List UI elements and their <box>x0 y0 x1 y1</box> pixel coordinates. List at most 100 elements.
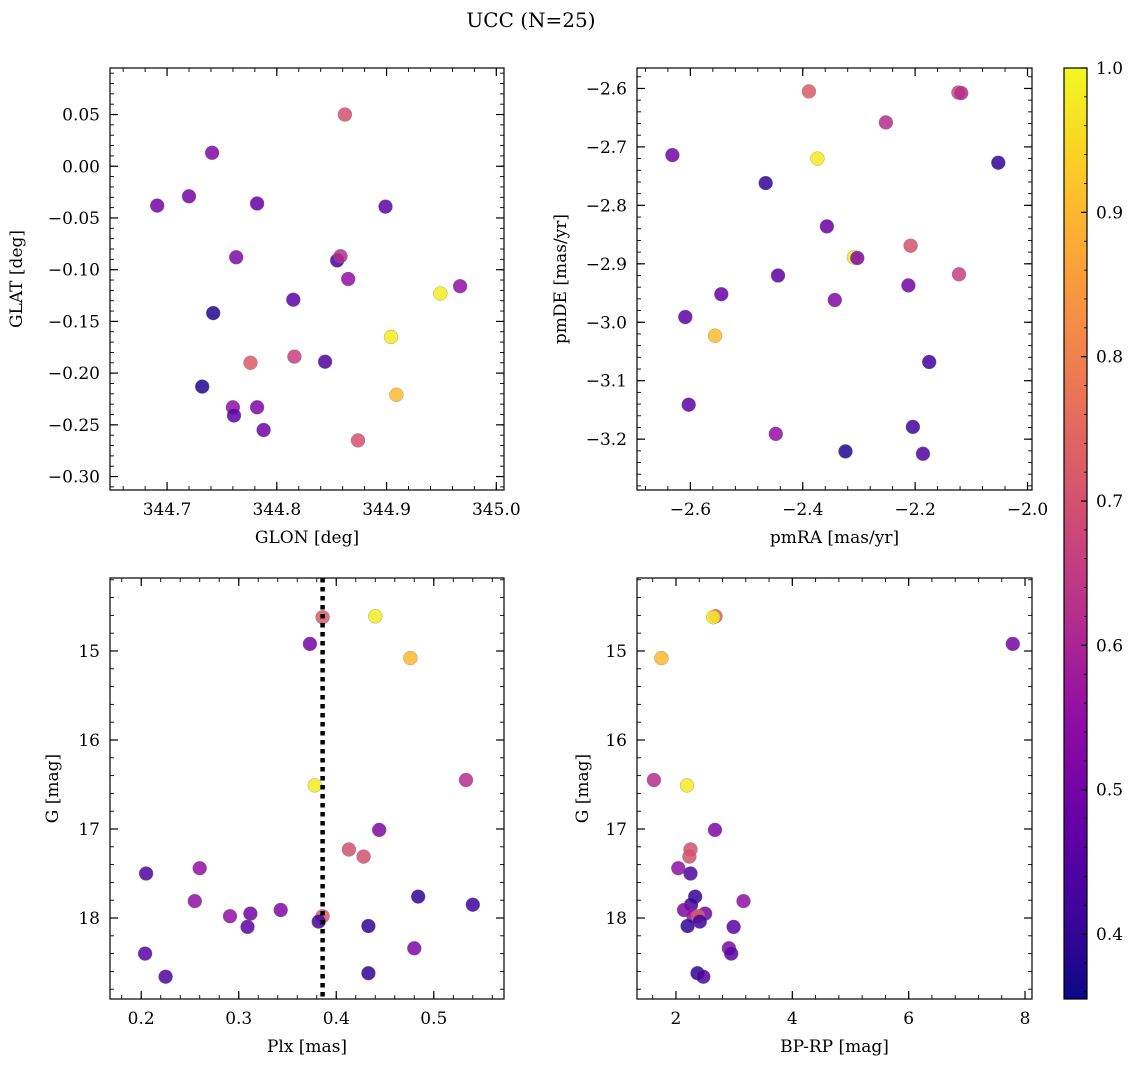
data-point <box>407 941 422 956</box>
x-axis-label: BP-RP [mag] <box>780 1037 889 1057</box>
x-tick-label: 344.9 <box>362 500 411 520</box>
colorbar-tick-label: 0.6 <box>1096 636 1123 656</box>
data-point <box>361 918 376 934</box>
data-point <box>678 309 693 325</box>
x-tick-label: 344.8 <box>252 500 301 520</box>
data-point <box>378 199 393 214</box>
x-tick-label: 0.3 <box>225 1009 252 1029</box>
data-point <box>714 286 729 302</box>
data-point <box>181 189 197 204</box>
figure-title: UCC (N=25) <box>466 8 595 32</box>
y-tick-label: 18 <box>78 909 100 929</box>
data-point <box>368 609 383 624</box>
data-point <box>991 155 1006 170</box>
data-point <box>679 778 695 793</box>
y-tick-label: 18 <box>605 909 627 929</box>
data-point <box>243 355 258 371</box>
data-point <box>137 946 153 961</box>
y-axis-label: G [mag] <box>573 754 593 823</box>
data-point <box>149 198 165 213</box>
data-point <box>256 422 271 438</box>
data-point <box>905 419 921 435</box>
data-point <box>696 969 711 984</box>
data-point <box>665 147 680 163</box>
y-tick-label: 16 <box>605 731 627 751</box>
y-tick-label: −0.15 <box>48 312 100 332</box>
y-tick-label: −3.2 <box>586 430 627 450</box>
x-tick-label: −2.6 <box>670 500 711 520</box>
axes-frame <box>636 67 1033 491</box>
x-tick-label: 0.5 <box>420 1009 447 1029</box>
colorbar-tick-label: 0.8 <box>1096 348 1123 368</box>
data-point <box>915 446 931 462</box>
data-point <box>810 151 825 166</box>
data-point <box>158 969 173 984</box>
data-point <box>243 906 258 921</box>
data-point <box>204 145 220 161</box>
colorbar-tick-label: 1.0 <box>1096 59 1123 79</box>
data-point <box>768 426 784 442</box>
data-point <box>726 919 741 935</box>
ticks: −2.6 −2.4 −2.2 −2.0 −2.6 −2.7 −2.8 −2.9 −3.0 −3.1… <box>586 68 1048 520</box>
ticks: 2 4 6 8 15 16 17 18 <box>605 578 1032 1029</box>
colorbar-tick-label: 0.9 <box>1096 203 1123 223</box>
data-point <box>341 842 357 857</box>
x-tick-label: 8 <box>1020 1009 1031 1029</box>
data-point <box>682 849 697 864</box>
panel-glon-glat: 344.7 344.8 344.9 345.0 0.05 0.00 −0.05 −0.10 −0… <box>7 67 521 548</box>
axes-frame <box>109 67 505 491</box>
colorbar-gradient <box>1064 68 1087 999</box>
data-point <box>403 650 418 666</box>
x-axis-label: pmRA [mas/yr] <box>770 528 899 548</box>
colorbar-tick-label: 0.4 <box>1096 925 1123 945</box>
colorbar-tick-label: 0.5 <box>1096 781 1123 801</box>
x-tick-label: 344.7 <box>143 500 192 520</box>
y-tick-label: −0.05 <box>48 209 100 229</box>
data-point <box>646 772 662 788</box>
data-point <box>707 822 723 838</box>
data-point <box>951 267 967 282</box>
x-tick-label: 0.4 <box>323 1009 350 1029</box>
data-point <box>903 238 918 253</box>
data-point <box>921 354 937 370</box>
data-point <box>337 107 353 122</box>
scatter-points <box>665 84 1006 462</box>
data-point <box>770 268 786 283</box>
y-tick-label: 15 <box>605 642 627 662</box>
y-tick-label: 17 <box>605 820 627 840</box>
data-point <box>194 379 210 394</box>
x-tick-label: −2.2 <box>894 500 935 520</box>
data-point <box>192 860 207 876</box>
data-point <box>671 860 686 876</box>
y-tick-label: −0.30 <box>48 468 100 488</box>
data-point <box>878 115 894 130</box>
scatter-points <box>646 609 1021 984</box>
data-point <box>692 914 708 929</box>
colorbar-frame <box>1063 67 1088 1000</box>
ticks: 344.7 344.8 344.9 345.0 0.05 0.00 −0.05 −0.10 −0… <box>48 68 521 520</box>
y-tick-label: −3.0 <box>586 313 627 333</box>
data-point <box>287 349 302 364</box>
y-tick-label: −2.8 <box>586 196 627 216</box>
y-tick-label: −2.7 <box>586 138 627 158</box>
panel-plx-g: 0.2 0.3 0.4 0.5 15 16 17 18 Plx [mas] G [mag] <box>43 577 505 1057</box>
data-point <box>361 965 376 981</box>
colorbar: 0.4 0.5 0.6 0.7 0.8 0.9 1.0 <box>1063 59 1123 1000</box>
axes-frame <box>109 577 505 1000</box>
data-point <box>333 248 348 264</box>
data-point <box>827 292 843 308</box>
data-point <box>302 636 318 652</box>
data-point <box>356 849 371 864</box>
data-point <box>311 914 326 929</box>
data-point <box>681 397 696 412</box>
y-tick-label: 17 <box>78 820 100 840</box>
data-point <box>273 902 288 918</box>
data-point <box>307 778 323 793</box>
data-point <box>228 250 244 265</box>
data-point <box>707 328 723 343</box>
x-tick-label: 0.2 <box>128 1009 155 1029</box>
data-point <box>758 175 773 191</box>
x-tick-label: 4 <box>787 1009 798 1029</box>
y-tick-label: −2.9 <box>586 255 627 275</box>
scatter-points <box>149 107 468 448</box>
